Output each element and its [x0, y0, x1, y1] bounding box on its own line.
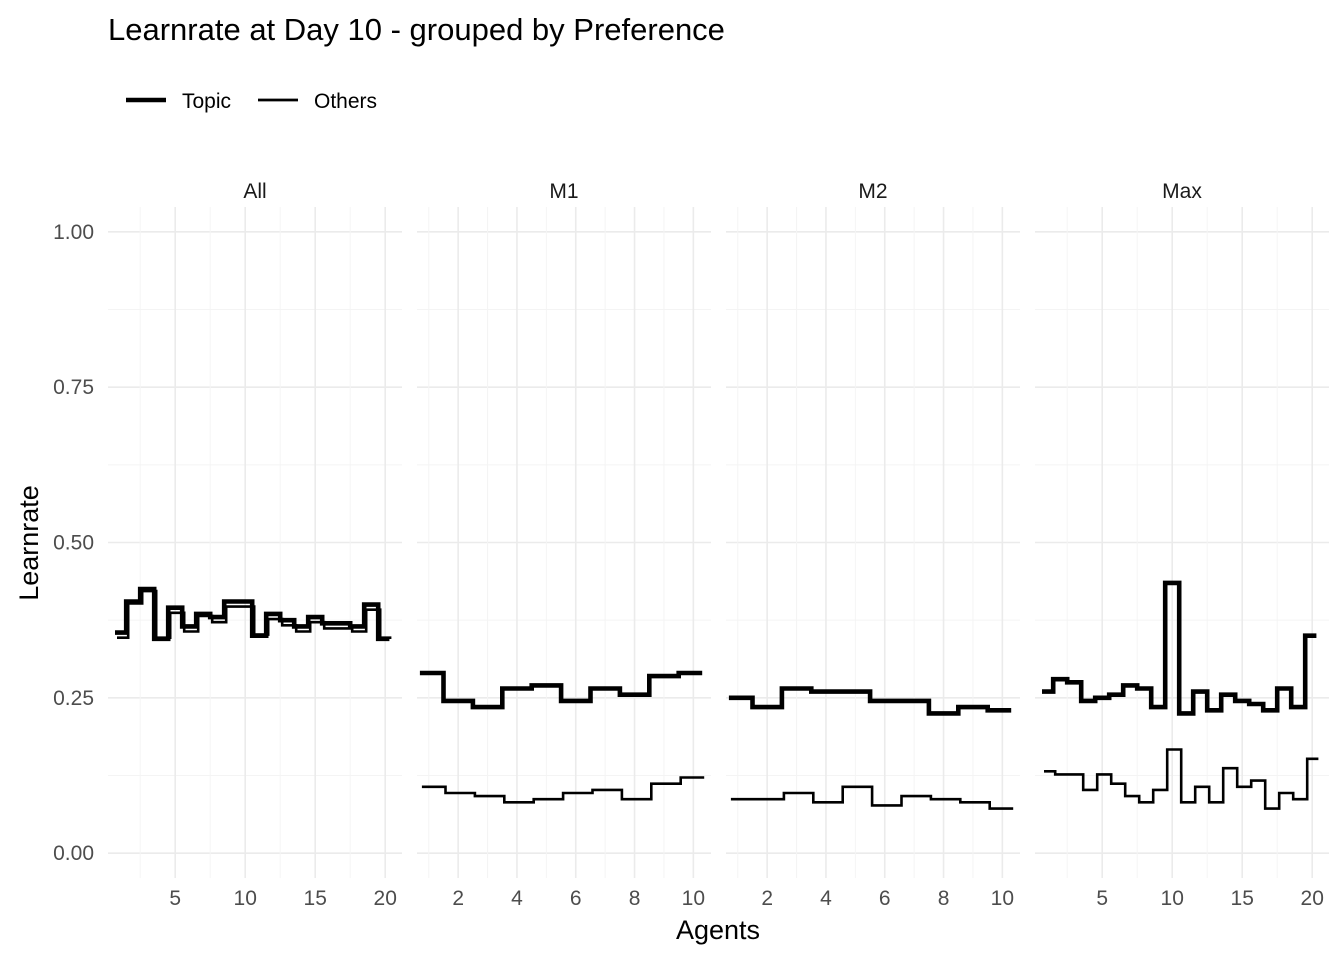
y-tick-label: 0.25: [53, 687, 94, 710]
legend-label: Others: [314, 90, 377, 113]
legend: Topic Others: [126, 90, 377, 113]
panel-all: All 5 10 15 20: [108, 180, 402, 910]
y-tick-label: 0.50: [53, 532, 94, 555]
x-tick-label: 15: [1231, 887, 1254, 910]
legend-label: Topic: [182, 90, 231, 113]
x-tick-label: 8: [938, 887, 950, 910]
series-line-topic: [1042, 580, 1317, 716]
series-line-topic: [419, 670, 703, 710]
y-axis: 0.00 0.25 0.50 0.75 1.00: [53, 221, 94, 865]
x-tick-label: 15: [304, 887, 327, 910]
series-line-others: [117, 589, 392, 639]
series-line-others: [421, 776, 705, 804]
y-tick-label: 0.75: [53, 376, 94, 399]
series-line-topic: [728, 686, 1012, 716]
x-tick-label: 5: [1096, 887, 1108, 910]
x-tick-label: 10: [991, 887, 1014, 910]
strip-label: Max: [1162, 180, 1202, 203]
y-tick-label: 1.00: [53, 221, 94, 244]
x-tick-label: 2: [452, 887, 464, 910]
y-axis-title: Learnrate: [14, 485, 44, 601]
x-tick-label: 4: [820, 887, 832, 910]
x-tick-label: 6: [879, 887, 891, 910]
x-tick-label: 8: [629, 887, 641, 910]
x-tick-label: 10: [682, 887, 705, 910]
x-tick-label: 10: [234, 887, 257, 910]
panel-m2: M2 2 4 6 8 10: [726, 180, 1020, 910]
panel-max: Max 5 10 15 20: [1035, 180, 1329, 910]
panel-m1: M1 2 4 6 8 10: [417, 180, 711, 910]
strip-label: M2: [858, 180, 887, 203]
facet-panels: All 5 10 15 20 M1 2 4 6 8 10 M2 2 4 6 8 10 Max 5 10 15 20: [108, 180, 1329, 910]
x-tick-label: 6: [570, 887, 582, 910]
x-tick-label: 2: [761, 887, 773, 910]
x-tick-label: 20: [1301, 887, 1324, 910]
strip-label: M1: [549, 180, 578, 203]
x-tick-label: 5: [169, 887, 181, 910]
series-line-others: [1044, 748, 1319, 810]
strip-label: All: [243, 180, 266, 203]
x-tick-label: 20: [374, 887, 397, 910]
x-axis-title: Agents: [676, 915, 760, 945]
legend-item-topic: Topic: [126, 90, 231, 113]
legend-item-others: Others: [258, 90, 377, 113]
series-line-others: [730, 785, 1014, 810]
chart-title: Learnrate at Day 10 - grouped by Prefere…: [108, 12, 725, 47]
x-tick-label: 10: [1161, 887, 1184, 910]
x-tick-label: 4: [511, 887, 523, 910]
y-tick-label: 0.00: [53, 842, 94, 865]
